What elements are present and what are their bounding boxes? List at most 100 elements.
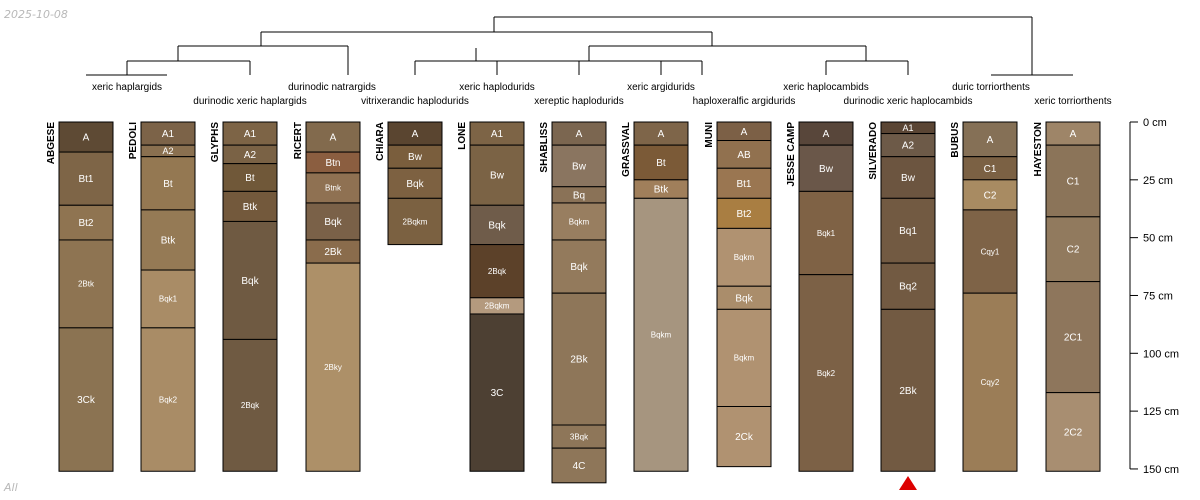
horizon-bt2 <box>58 204 114 241</box>
horizon-label: A <box>741 127 748 138</box>
horizon-label: Btn <box>325 158 340 169</box>
axis-tick-label: 0 cm <box>1143 117 1167 129</box>
horizon-label: Btk <box>161 235 176 246</box>
horizon-label: A2 <box>902 141 915 152</box>
horizon-label: A1 <box>491 129 504 140</box>
horizon-label: Cqy1 <box>981 247 1000 256</box>
horizon-label: Bqk <box>735 293 753 304</box>
horizon-label: A <box>83 133 90 144</box>
horizon-bqkm <box>633 197 689 472</box>
horizon-bq1 <box>880 197 936 264</box>
horizon-btk <box>140 209 196 271</box>
horizon-3c <box>469 313 525 472</box>
profile-hayeston: HAYESTON A C1 C2 2C1 2C2 <box>1033 121 1101 472</box>
horizon-label: 2Bk <box>570 355 588 366</box>
horizon-label: 2Ck <box>735 432 754 443</box>
corner-stamp: All <box>4 481 18 494</box>
horizon-bt <box>222 163 278 192</box>
horizon-btnk <box>305 172 361 204</box>
profile-name: SILVERADO <box>868 122 879 180</box>
taxon-label: haploxeralfic argidurids <box>693 96 796 107</box>
horizon-label: C1 <box>984 164 997 175</box>
horizon-bt1 <box>58 151 114 206</box>
horizon-cqy1 <box>962 209 1018 294</box>
horizon-c2 <box>962 179 1018 211</box>
horizon-label: A2 <box>244 150 257 161</box>
horizon-label: Bw <box>490 171 505 182</box>
horizon-btk <box>222 190 278 222</box>
axis-tick-label: 150 cm <box>1143 464 1179 476</box>
horizon-label: Bt <box>163 179 173 190</box>
axis-tick-label: 50 cm <box>1143 233 1173 245</box>
horizon-label: 2C2 <box>1064 427 1083 438</box>
horizon-label: 2Bqkm <box>403 217 428 226</box>
profile-name: CHIARA <box>375 122 386 161</box>
horizon-4c <box>551 447 607 484</box>
horizon-label: 2Btk <box>78 280 95 289</box>
horizon-label: Cqy2 <box>981 378 1000 387</box>
taxon-label: xeric argidurids <box>627 82 695 93</box>
horizon-a <box>58 121 114 153</box>
horizon-2bqkm <box>387 197 443 246</box>
horizon-label: Bqk <box>488 220 506 231</box>
horizon-label: 3Bqk <box>570 432 589 441</box>
profile-shabliss: SHABLISS A Bw Bq Bqkm Bqk 2Bk 3Bqk 4C <box>539 121 607 484</box>
profile-grassval: GRASSVAL A Bt Btk Bqkm <box>621 121 689 472</box>
horizon-label: Bqk2 <box>159 395 178 404</box>
horizon-c1 <box>1045 144 1101 218</box>
horizon-label: 2Bk <box>899 386 917 397</box>
taxon-label: durinodic natrargids <box>288 82 376 93</box>
horizon-2bk <box>880 308 936 472</box>
axis-tick-label: 75 cm <box>1143 290 1173 302</box>
profile-pedoli: PEDOLI A1 A2 Bt Btk Bqk1 Bqk2 <box>128 121 196 472</box>
taxon-label: durinodic xeric haplargids <box>193 96 306 107</box>
horizon-label: 2Bqk <box>488 267 507 276</box>
horizon-a <box>305 121 361 153</box>
profile-abgese: ABGESE A Bt1 Bt2 2Btk 3Ck <box>46 121 114 472</box>
horizon-label: Bw <box>572 161 587 172</box>
profile-muni: MUNI A AB Bt1 Bt2 Bqkm Bqk Bqkm 2Ck <box>704 121 772 468</box>
horizon-bqk1 <box>140 269 196 329</box>
horizon-label: Bt <box>245 173 255 184</box>
horizon-bqkm <box>716 227 772 287</box>
taxon-label: xeric haplocambids <box>783 82 869 93</box>
horizon-label: Bqkm <box>734 253 755 262</box>
horizon-label: Bqk <box>324 217 342 228</box>
horizon-label: A <box>987 135 994 146</box>
dendrogram <box>86 16 1073 76</box>
horizon-label: Bqk <box>406 179 424 190</box>
profile-name: GRASSVAL <box>621 122 632 177</box>
horizon-bw <box>880 156 936 199</box>
horizon-label: A1 <box>162 129 175 140</box>
profile-bubus: BUBUS A C1 C2 Cqy1 Cqy2 <box>950 121 1018 472</box>
horizon-label: Bqkm <box>651 331 672 340</box>
horizon-label: 4C <box>573 461 586 472</box>
horizon-2btk <box>58 239 114 329</box>
taxon-label: xereptic haplodurids <box>534 96 624 107</box>
profile-name: LONE <box>457 122 468 150</box>
profile-name: GLYPHS <box>210 122 221 163</box>
horizon-bqk <box>222 220 278 340</box>
horizon-bt1 <box>716 167 772 199</box>
horizon-label: Btk <box>243 202 258 213</box>
horizon-label: A <box>658 129 665 140</box>
horizon-label: A1 <box>244 129 257 140</box>
horizon-label: Bq <box>573 190 585 201</box>
horizon-bqk <box>387 167 443 199</box>
horizon-bqk2 <box>140 327 196 472</box>
horizon-2ck <box>716 405 772 468</box>
profile-name: RICERT <box>293 122 304 159</box>
horizon-2c2 <box>1045 392 1101 472</box>
horizon-bw <box>551 144 607 188</box>
horizon-ab <box>716 140 772 169</box>
horizon-label: A2 <box>162 146 173 156</box>
horizon-bqk <box>305 202 361 241</box>
horizon-label: Bq1 <box>899 226 917 237</box>
horizon-bt <box>140 156 196 211</box>
horizon-3ck <box>58 327 114 472</box>
horizon-label: Bw <box>901 173 916 184</box>
horizon-label: Bqk2 <box>817 369 836 378</box>
axis-tick-label: 125 cm <box>1143 406 1179 418</box>
horizon-label: Bt1 <box>736 179 751 190</box>
taxon-label: xeric torriorthents <box>1034 96 1111 107</box>
